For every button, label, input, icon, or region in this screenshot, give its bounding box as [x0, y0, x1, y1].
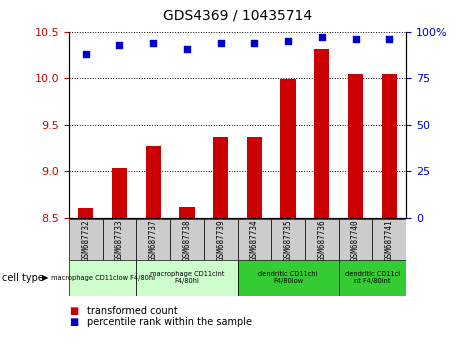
Text: GSM687732: GSM687732	[81, 219, 90, 261]
Text: transformed count: transformed count	[87, 306, 178, 316]
Text: cell type: cell type	[2, 273, 44, 283]
Point	[284, 38, 292, 44]
Bar	[69, 219, 103, 260]
Bar	[238, 260, 339, 296]
Text: GSM687737: GSM687737	[149, 219, 158, 261]
Bar	[314, 48, 329, 218]
Text: GSM687735: GSM687735	[284, 219, 293, 261]
Bar	[78, 209, 93, 218]
Text: GSM687733: GSM687733	[115, 219, 124, 261]
Bar	[238, 219, 271, 260]
Bar	[281, 79, 295, 218]
Bar	[213, 137, 228, 218]
Bar	[339, 219, 372, 260]
Text: GSM687741: GSM687741	[385, 219, 394, 261]
Bar	[112, 169, 127, 218]
Bar	[382, 74, 397, 218]
Bar	[69, 260, 136, 296]
Text: GSM687739: GSM687739	[216, 219, 225, 261]
Bar	[204, 219, 238, 260]
Text: ■: ■	[69, 317, 78, 327]
Point	[251, 40, 258, 46]
Bar	[146, 146, 161, 218]
Text: macrophage CD11clow F4/80hi: macrophage CD11clow F4/80hi	[51, 275, 154, 281]
Point	[352, 36, 360, 42]
Text: percentile rank within the sample: percentile rank within the sample	[87, 317, 252, 327]
Bar	[136, 260, 238, 296]
Bar	[170, 219, 204, 260]
Bar	[348, 74, 363, 218]
Text: GDS4369 / 10435714: GDS4369 / 10435714	[163, 9, 312, 23]
Text: GSM687736: GSM687736	[317, 219, 326, 261]
Bar	[339, 260, 406, 296]
Text: dendritic CD11chi
F4/80low: dendritic CD11chi F4/80low	[258, 272, 318, 284]
Bar	[247, 137, 262, 218]
Bar	[271, 219, 305, 260]
Text: GSM687738: GSM687738	[182, 219, 191, 261]
Bar	[180, 207, 194, 218]
Point	[318, 35, 326, 40]
Bar	[372, 219, 406, 260]
Point	[217, 40, 224, 46]
Text: GSM687734: GSM687734	[250, 219, 259, 261]
Point	[386, 36, 393, 42]
Text: ■: ■	[69, 306, 78, 316]
Point	[149, 40, 157, 46]
Point	[183, 46, 191, 51]
Point	[82, 51, 89, 57]
Text: ▶: ▶	[42, 273, 48, 282]
Bar	[103, 219, 136, 260]
Point	[116, 42, 124, 48]
Text: macrophage CD11cint
F4/80hi: macrophage CD11cint F4/80hi	[150, 272, 224, 284]
Bar	[136, 219, 170, 260]
Bar	[305, 219, 339, 260]
Text: dendritic CD11ci
nt F4/80int: dendritic CD11ci nt F4/80int	[345, 272, 400, 284]
Text: GSM687740: GSM687740	[351, 219, 360, 261]
